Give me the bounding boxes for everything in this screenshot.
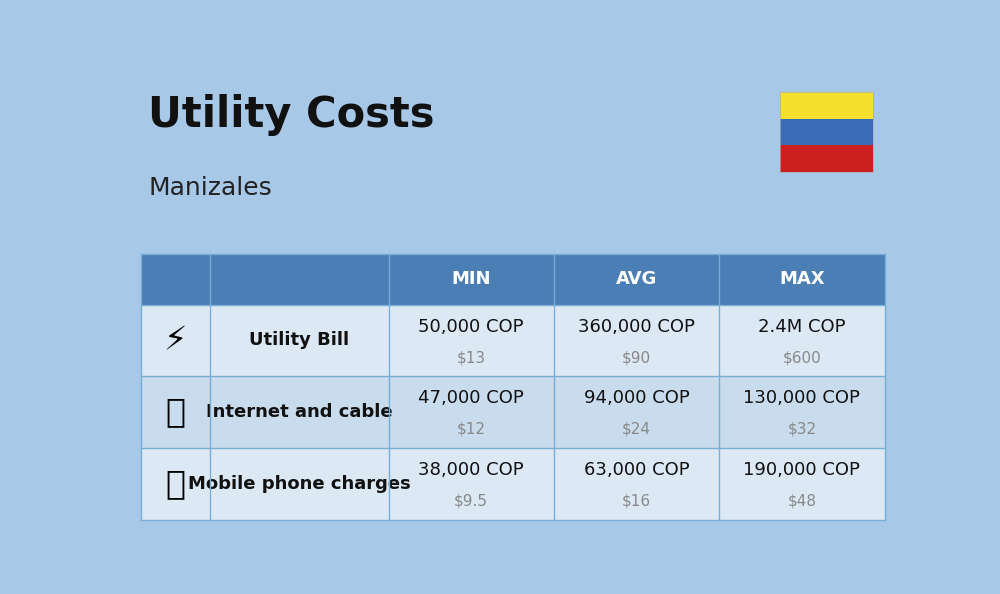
Text: Utility Bill: Utility Bill <box>249 331 349 349</box>
Text: 50,000 COP: 50,000 COP <box>418 318 524 336</box>
Text: $24: $24 <box>622 422 651 437</box>
Text: 38,000 COP: 38,000 COP <box>418 461 524 479</box>
Text: AVG: AVG <box>616 270 657 289</box>
FancyBboxPatch shape <box>780 92 873 119</box>
Text: 📶: 📶 <box>165 396 185 428</box>
Text: 130,000 COP: 130,000 COP <box>743 389 860 407</box>
FancyBboxPatch shape <box>780 119 873 145</box>
FancyBboxPatch shape <box>780 145 873 172</box>
Text: 47,000 COP: 47,000 COP <box>418 389 524 407</box>
Text: Manizales: Manizales <box>148 176 272 201</box>
Text: 190,000 COP: 190,000 COP <box>743 461 860 479</box>
Text: $13: $13 <box>457 350 486 365</box>
Text: Mobile phone charges: Mobile phone charges <box>188 475 411 492</box>
Text: $48: $48 <box>787 494 816 508</box>
Text: $12: $12 <box>457 422 486 437</box>
Text: $90: $90 <box>622 350 651 365</box>
Text: $16: $16 <box>622 494 651 508</box>
Text: Utility Costs: Utility Costs <box>148 94 435 136</box>
Text: 📱: 📱 <box>165 467 185 500</box>
Text: 360,000 COP: 360,000 COP <box>578 318 695 336</box>
FancyBboxPatch shape <box>140 376 885 448</box>
Text: 94,000 COP: 94,000 COP <box>584 389 689 407</box>
Text: $600: $600 <box>782 350 821 365</box>
Text: 63,000 COP: 63,000 COP <box>584 461 689 479</box>
Text: MAX: MAX <box>779 270 825 289</box>
FancyBboxPatch shape <box>140 254 885 305</box>
Text: 2.4M COP: 2.4M COP <box>758 318 846 336</box>
Text: Internet and cable: Internet and cable <box>206 403 393 421</box>
Text: MIN: MIN <box>451 270 491 289</box>
FancyBboxPatch shape <box>140 305 885 376</box>
FancyBboxPatch shape <box>140 448 885 520</box>
Text: $32: $32 <box>787 422 816 437</box>
Text: ⚡: ⚡ <box>164 324 187 357</box>
Text: $9.5: $9.5 <box>454 494 488 508</box>
